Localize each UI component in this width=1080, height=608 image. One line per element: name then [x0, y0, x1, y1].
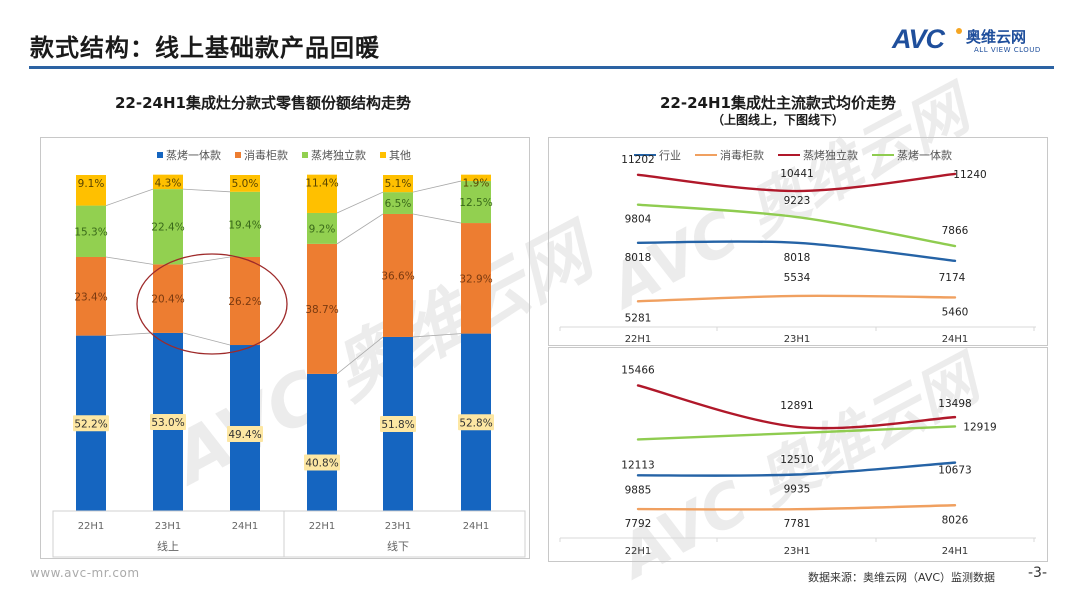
legend-item: 蒸烤一体款 [157, 147, 221, 163]
legend-item: 消毒柜款 [695, 147, 764, 163]
legend-label: 消毒柜款 [720, 149, 764, 162]
page-title: 款式结构：线上基础款产品回暖 [30, 34, 380, 62]
line-chart-legend: 行业 消毒柜款 蒸烤独立款 蒸烤一体款 [634, 147, 952, 163]
line-chart-panel-online [548, 137, 1048, 346]
legend-item: 蒸烤独立款 [778, 147, 858, 163]
legend-label: 蒸烤独立款 [803, 149, 858, 162]
logo-name-cn: 奥维云网 [966, 28, 1027, 46]
legend-label: 其他 [389, 149, 411, 162]
legend-label: 蒸烤独立款 [311, 149, 366, 162]
legend-item: 其他 [380, 147, 411, 163]
line-chart-title: 22-24H1集成灶主流款式均价走势 [660, 94, 896, 112]
legend-item: 蒸烤独立款 [302, 147, 366, 163]
legend-swatch [157, 152, 163, 158]
legend-label: 消毒柜款 [244, 149, 288, 162]
bar-chart-title: 22-24H1集成灶分款式零售额份额结构走势 [115, 94, 411, 112]
legend-item: 消毒柜款 [235, 147, 288, 163]
legend-swatch [778, 154, 800, 156]
line-chart-subtitle: （上图线上，下图线下） [712, 113, 845, 127]
footer-url[interactable]: www.avc-mr.com [30, 566, 140, 580]
legend-swatch [302, 152, 308, 158]
line-chart-panel-offline [548, 347, 1048, 562]
legend-item: 行业 [634, 147, 681, 163]
legend-label: 行业 [659, 149, 681, 162]
logo-name-en: ALL VIEW CLOUD [974, 46, 1041, 54]
bar-chart-legend: 蒸烤一体款 消毒柜款 蒸烤独立款 其他 [157, 147, 411, 163]
title-divider [29, 66, 1054, 69]
logo-dot-icon [956, 28, 962, 34]
legend-swatch [235, 152, 241, 158]
legend-item: 蒸烤一体款 [872, 147, 952, 163]
page-number: -3- [1028, 565, 1048, 581]
legend-label: 蒸烤一体款 [166, 149, 221, 162]
bar-chart-panel [40, 137, 530, 559]
legend-swatch [634, 154, 656, 156]
logo-mark: AVC [892, 24, 945, 54]
legend-swatch [695, 154, 717, 156]
data-source: 数据来源：奥维云网（AVC）监测数据 [808, 571, 996, 584]
legend-label: 蒸烤一体款 [897, 149, 952, 162]
legend-swatch [380, 152, 386, 158]
legend-swatch [872, 154, 894, 156]
